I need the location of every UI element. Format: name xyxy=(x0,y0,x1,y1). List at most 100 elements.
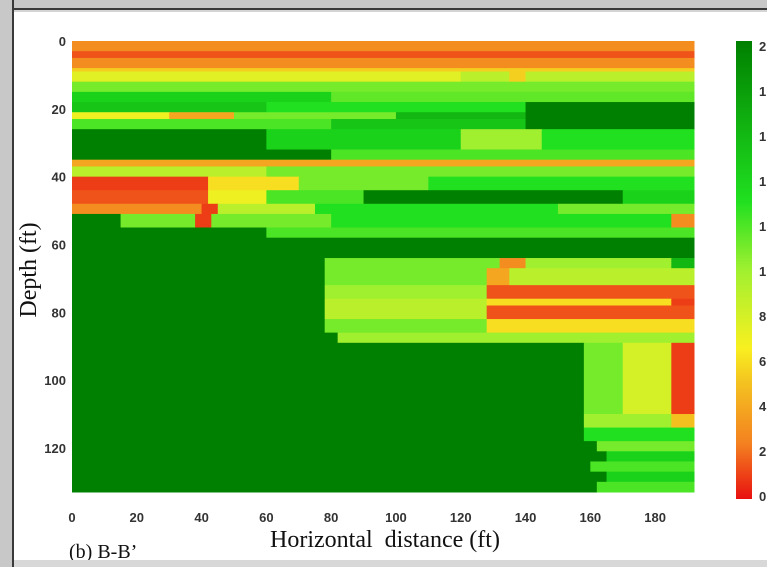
heatmap-cell-6-0 xyxy=(72,91,332,103)
x-axis-label: Horizontal distance (ft) xyxy=(270,527,500,553)
heatmap-cell-28-0 xyxy=(72,414,585,429)
colorbar-tick-label-3: 1 xyxy=(759,174,766,189)
x-tick-label-0: 0 xyxy=(68,510,75,525)
heatmap-cell-15-3 xyxy=(363,190,624,205)
heatmap-cell-15-4 xyxy=(622,190,695,205)
figure-tab xyxy=(36,14,72,32)
heatmap-cell-23-2 xyxy=(486,298,672,306)
heatmap-cell-14-1 xyxy=(208,176,300,191)
colorbar-gradient xyxy=(736,41,752,499)
heatmap-cell-20-4 xyxy=(671,258,695,269)
heatmap-cell-1-0 xyxy=(72,51,695,59)
heatmap-cell-23-0 xyxy=(72,298,326,306)
colorbar-tick-label-8: 4 xyxy=(759,399,767,414)
heatmap-cell-10-0 xyxy=(72,129,267,151)
heatmap-cell-24-2 xyxy=(486,305,695,320)
x-tick-label-20: 20 xyxy=(130,510,144,525)
heatmap-cell-32-1 xyxy=(590,461,695,473)
heatmap-cell-27-0 xyxy=(72,342,585,415)
heatmap-cell-4-3 xyxy=(525,71,695,83)
heatmap-cell-18-0 xyxy=(72,227,267,239)
heatmap-cell-25-2 xyxy=(486,319,695,334)
heatmap-cell-17-0 xyxy=(72,213,122,229)
heatmap-cell-14-0 xyxy=(72,176,209,191)
x-tick-label-140: 140 xyxy=(515,510,537,525)
heatmap-cell-4-1 xyxy=(460,71,510,83)
heatmap-cell-10-2 xyxy=(460,129,543,151)
heatmap-cell-15-1 xyxy=(208,190,267,205)
colorbar-tick-label-5: 1 xyxy=(759,264,766,279)
heatmap-cell-15-2 xyxy=(266,190,365,205)
x-tick-label-120: 120 xyxy=(450,510,472,525)
heatmap-cell-21-2 xyxy=(486,268,510,286)
heatmap-cell-10-3 xyxy=(541,129,695,151)
heatmap-cell-8-0 xyxy=(72,112,170,120)
heatmap-cell-11-1 xyxy=(331,149,695,161)
heatmap-cell-16-2 xyxy=(217,203,316,215)
heatmap-cell-28-1 xyxy=(583,414,672,429)
heatmap-cell-16-1 xyxy=(201,203,219,215)
heatmap-cell-16-4 xyxy=(557,203,695,215)
colorbar-tick-label-10: 0 xyxy=(759,489,766,504)
heatmap-cell-17-3 xyxy=(211,213,332,229)
heatmap-cell-5-0 xyxy=(72,81,695,93)
x-tick-label-100: 100 xyxy=(385,510,407,525)
heatmap-cell-12-0 xyxy=(72,159,695,167)
bottom-band xyxy=(14,560,767,567)
heatmap-cell-6-1 xyxy=(331,91,695,103)
figure-panel: 0 20 40 60 80 100 120 140 160 180 0 20 40 60 80 100 120… xyxy=(14,12,767,563)
heatmap-cell-24-0 xyxy=(72,305,326,320)
y-tick-label-80: 80 xyxy=(52,305,66,320)
heatmap-cell-34-1 xyxy=(596,481,695,493)
x-tick-label-160: 160 xyxy=(579,510,601,525)
heatmap-cell-17-5 xyxy=(671,213,695,229)
panel-label: (b) B-B’ xyxy=(69,541,137,560)
colorbar-tick-label-0: 2 xyxy=(759,39,766,54)
colorbar-tick-label-7: 6 xyxy=(759,354,766,369)
x-tick-label-180: 180 xyxy=(644,510,666,525)
y-axis: 0 20 40 60 80 100 120 xyxy=(44,34,66,456)
heatmap-cell-22-1 xyxy=(324,285,488,300)
heatmap-cell-16-3 xyxy=(314,203,559,215)
heatmap-cell-26-1 xyxy=(337,332,695,344)
heatmap-cell-20-3 xyxy=(525,258,672,269)
heatmap-cell-25-1 xyxy=(324,319,488,334)
heatmap-cell-28-2 xyxy=(671,414,695,429)
heatmap-cell-7-0 xyxy=(72,102,267,113)
heatmap-cell-7-1 xyxy=(266,102,527,113)
colorbar-tick-label-9: 2 xyxy=(759,444,766,459)
window-left-border xyxy=(0,0,14,567)
heatmap-cell-30-0 xyxy=(72,441,598,452)
y-tick-label-0: 0 xyxy=(59,34,66,49)
heatmap-cell-4-2 xyxy=(509,71,527,83)
heatmap-cell-32-0 xyxy=(72,461,591,473)
heatmap-cell-3-0 xyxy=(72,68,695,73)
heatmap-cell-2-0 xyxy=(72,57,695,69)
heatmap-cell-4-0 xyxy=(72,71,462,83)
heatmap-cell-23-3 xyxy=(671,298,695,306)
y-tick-label-40: 40 xyxy=(52,170,66,185)
heatmap-cell-20-1 xyxy=(324,258,501,269)
colorbar-tick-label-4: 1 xyxy=(759,219,766,234)
heatmap-cell-11-0 xyxy=(72,149,332,161)
y-tick-label-120: 120 xyxy=(44,441,66,456)
heatmap-cell-14-3 xyxy=(428,176,695,191)
colorbar xyxy=(736,41,752,499)
y-tick-label-20: 20 xyxy=(52,102,66,117)
heatmap-cell-27-3 xyxy=(671,342,695,415)
heatmap-cell-24-1 xyxy=(324,305,488,320)
heatmap-cell-33-0 xyxy=(72,471,608,483)
colorbar-ticks: 2 1 1 1 1 1 8 6 4 2 0 xyxy=(759,39,767,504)
heatmap-cell-27-1 xyxy=(583,342,624,415)
heatmap-cell-31-0 xyxy=(72,451,608,462)
heatmap-cell-10-1 xyxy=(266,129,462,151)
heatmap-cell-29-0 xyxy=(72,427,585,442)
heatmap-cell-9-0 xyxy=(72,118,332,130)
y-tick-label-60: 60 xyxy=(52,237,66,252)
colorbar-tick-label-2: 1 xyxy=(759,129,766,144)
heatmap-cell-0-0 xyxy=(72,41,695,52)
y-axis-label: Depth (ft) xyxy=(16,222,42,317)
heatmap-cell-18-1 xyxy=(266,227,695,239)
heatmap-cell-25-0 xyxy=(72,319,326,334)
heatmap-cell-13-1 xyxy=(266,166,695,178)
